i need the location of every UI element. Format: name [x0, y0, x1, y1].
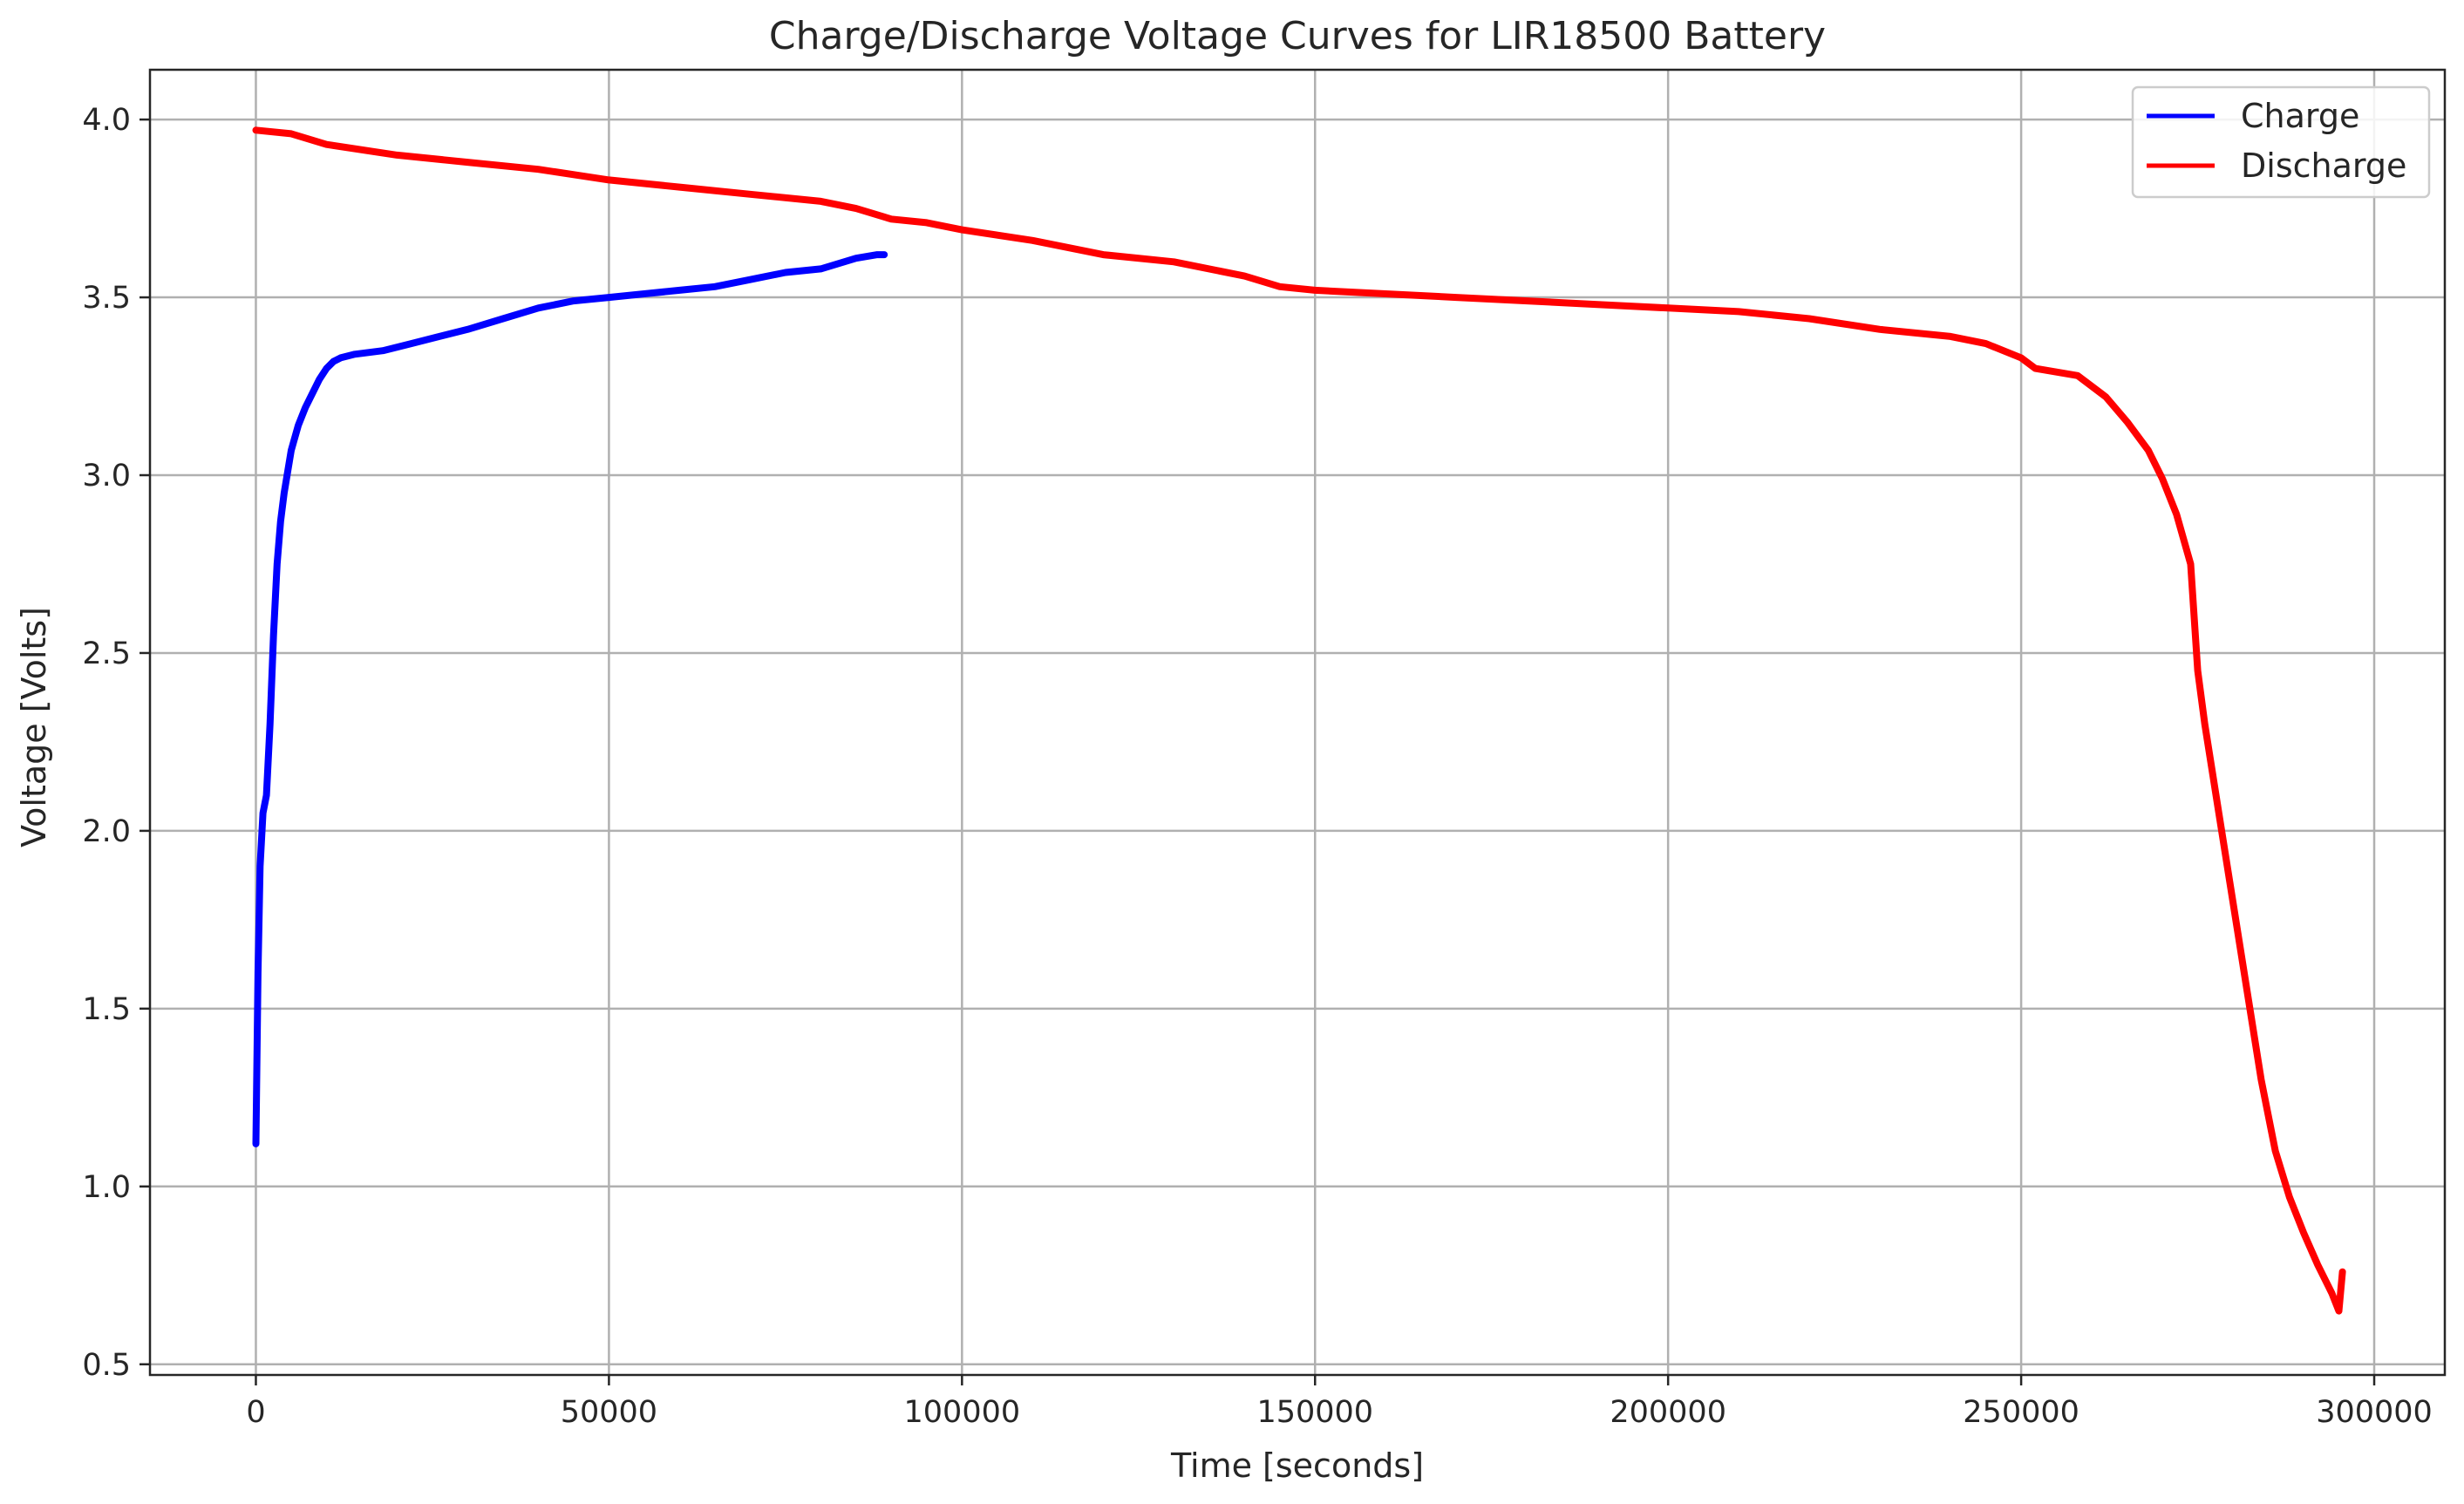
y-axis-label: Voltage [Volts]: [15, 607, 53, 847]
chart-title: Charge/Discharge Voltage Curves for LIR1…: [769, 14, 1826, 58]
grid-lines: [150, 70, 2445, 1375]
y-tick-label: 3.5: [82, 281, 131, 316]
y-tick-label: 1.0: [82, 1170, 131, 1205]
x-axis: 0 50000 100000 150000 200000 250000 300000: [246, 1375, 2433, 1430]
y-tick-label: 1.5: [82, 992, 131, 1027]
legend: Charge Discharge: [2131, 85, 2431, 199]
y-tick-label: 3.0: [82, 459, 131, 493]
x-tick-label: 0: [246, 1395, 265, 1430]
series-layer: [252, 126, 2346, 1315]
x-tick-label: 100000: [904, 1395, 1021, 1430]
series-line-charge: [252, 251, 888, 1147]
series-line-discharge: [252, 126, 2346, 1315]
x-tick-label: 300000: [2316, 1395, 2433, 1430]
y-tick-label: 4.0: [82, 103, 131, 138]
x-tick-label: 200000: [1610, 1395, 1726, 1430]
x-tick-label: 150000: [1256, 1395, 1373, 1430]
y-axis: 0.5 1.0 1.5 2.0 2.5 3.0 3.5 4.0: [82, 103, 150, 1383]
y-tick-label: 2.5: [82, 636, 131, 671]
y-tick-label: 2.0: [82, 814, 131, 849]
legend-label-discharge: Discharge: [2241, 146, 2406, 185]
legend-label-charge: Charge: [2241, 97, 2359, 135]
x-tick-label: 250000: [1963, 1395, 2079, 1430]
x-axis-label: Time [seconds]: [1170, 1446, 1424, 1485]
x-tick-label: 50000: [561, 1395, 657, 1430]
plot-area-frame: [148, 68, 2447, 1377]
y-tick-label: 0.5: [82, 1348, 131, 1383]
